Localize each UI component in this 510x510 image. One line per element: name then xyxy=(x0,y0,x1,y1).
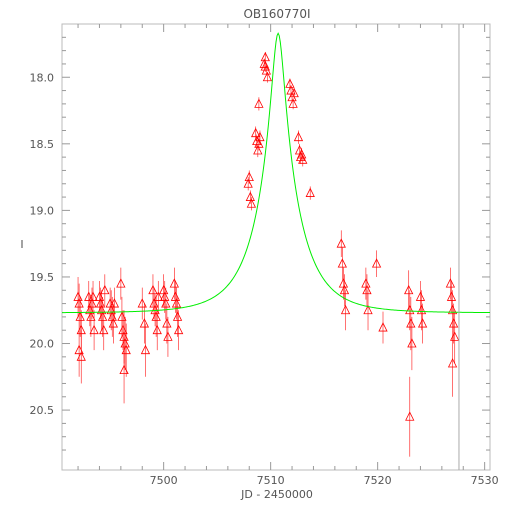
data-point-triangle xyxy=(340,304,351,315)
x-tick-label: 7510 xyxy=(257,474,285,487)
data-point-triangle xyxy=(75,311,85,321)
data-point-triangle xyxy=(298,154,308,164)
data-point-triangle xyxy=(404,284,414,295)
data-point-triangle xyxy=(378,322,388,332)
y-tick-labels: 18.0 18.5 19.0 19.5 20.0 20.5 xyxy=(30,71,55,417)
data-point-triangle xyxy=(86,311,96,321)
data-point-triangle xyxy=(254,138,264,148)
data-point-triangle xyxy=(255,131,265,142)
y-tick-label: 19.5 xyxy=(30,271,55,284)
data-point-triangle xyxy=(251,127,261,138)
data-point-triangle xyxy=(76,324,86,335)
data-point-triangle xyxy=(148,284,158,295)
data-point-triangle xyxy=(74,298,84,308)
data-point-triangle xyxy=(450,331,460,341)
data-point-triangle xyxy=(417,318,428,328)
data-point-triangle xyxy=(152,324,162,335)
data-point-triangle xyxy=(405,304,415,315)
data-point-triangle xyxy=(119,364,129,375)
data-point-triangle xyxy=(99,324,109,335)
data-point-triangle xyxy=(336,238,346,248)
data-point-triangle xyxy=(153,291,163,301)
data-point-triangle xyxy=(173,324,184,335)
data-point-triangle xyxy=(254,98,264,108)
data-point-triangle xyxy=(246,198,257,208)
y-axis-label: I xyxy=(20,238,23,251)
data-point-triangle xyxy=(253,145,263,155)
data-point-triangle xyxy=(362,284,372,295)
data-point-triangle xyxy=(140,344,151,355)
data-point-triangle xyxy=(337,258,347,268)
y-tick-label: 19.0 xyxy=(30,204,55,217)
data-point-triangle xyxy=(415,291,426,301)
data-point-triangle xyxy=(260,61,270,71)
y-tick-label: 20.5 xyxy=(30,404,55,417)
data-point-triangle xyxy=(339,284,350,295)
axis-ticks xyxy=(62,24,490,470)
data-point-triangle xyxy=(171,298,182,308)
y-tick-label: 18.5 xyxy=(30,138,55,151)
data-point-triangle xyxy=(76,351,86,361)
plot-frame xyxy=(61,23,491,471)
data-point-triangle xyxy=(445,278,456,288)
data-point-triangle xyxy=(163,331,173,341)
data-point-triangle xyxy=(139,318,150,328)
data-point-triangle xyxy=(89,324,99,335)
plot-area xyxy=(61,23,491,471)
data-point-triangle xyxy=(109,298,120,308)
data-points xyxy=(73,51,460,421)
chart-title: OB160770I xyxy=(243,7,310,21)
data-point-triangle xyxy=(117,311,127,321)
data-point-triangle xyxy=(172,311,183,321)
data-point-triangle xyxy=(447,358,458,368)
data-point-triangle xyxy=(305,187,315,197)
x-tick-label: 7530 xyxy=(471,474,499,487)
x-tick-label: 7520 xyxy=(364,474,392,487)
data-point-triangle xyxy=(151,311,161,321)
data-point-triangle xyxy=(416,304,427,315)
data-point-triangle xyxy=(260,51,270,62)
data-point-triangle xyxy=(100,284,110,295)
data-point-triangle xyxy=(137,298,147,308)
x-axis-label: JD - 2450000 xyxy=(240,488,313,501)
data-point-triangle xyxy=(262,71,273,82)
data-point-triangle xyxy=(87,298,97,308)
data-point-triangle xyxy=(116,278,126,288)
data-point-triangle xyxy=(363,304,373,315)
y-tick-label: 18.0 xyxy=(30,71,55,84)
data-point-triangle xyxy=(162,318,172,328)
data-point-triangle xyxy=(243,178,253,188)
data-point-triangle xyxy=(371,258,382,268)
data-point-triangle xyxy=(446,291,457,301)
x-tick-labels: 7500 7510 7520 7530 xyxy=(150,474,499,487)
data-point-triangle xyxy=(293,131,304,142)
data-point-triangle xyxy=(406,318,416,328)
x-tick-label: 7500 xyxy=(150,474,178,487)
data-point-triangle xyxy=(244,171,254,182)
data-point-triangle xyxy=(161,298,171,308)
data-point-triangle xyxy=(447,304,458,315)
data-point-triangle xyxy=(405,411,415,421)
data-point-triangle xyxy=(74,344,84,355)
data-point-triangle xyxy=(448,318,459,328)
data-point-triangle xyxy=(98,311,108,321)
model-curve xyxy=(62,32,491,314)
y-tick-label: 20.0 xyxy=(30,338,55,351)
data-point-triangle xyxy=(88,291,98,301)
data-point-triangle xyxy=(169,278,179,288)
data-point-triangle xyxy=(407,338,417,348)
data-point-triangle xyxy=(121,344,131,355)
data-point-triangle xyxy=(288,98,298,108)
data-point-triangle xyxy=(289,87,299,98)
data-point-triangle xyxy=(108,318,119,328)
